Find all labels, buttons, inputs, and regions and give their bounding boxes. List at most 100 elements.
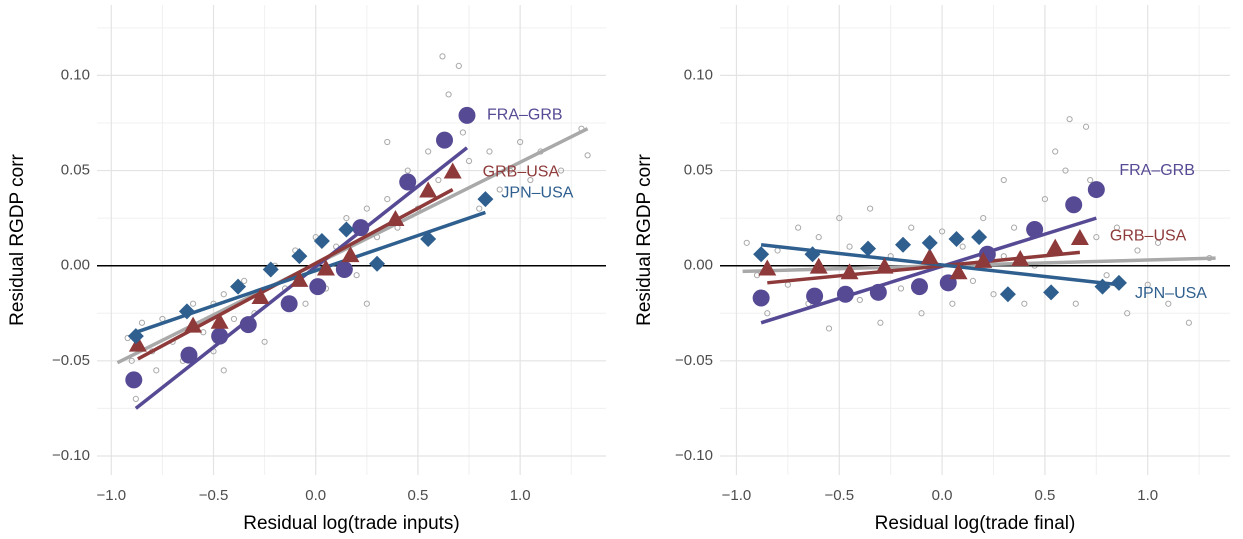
x-tick-label: 0.0 <box>305 487 326 504</box>
point <box>262 261 279 278</box>
point <box>1110 274 1127 291</box>
point <box>436 131 454 149</box>
point <box>949 300 956 307</box>
x-tick-label: −1.0 <box>722 487 752 504</box>
point <box>840 263 859 280</box>
point <box>795 224 802 231</box>
series-label: GRB–USA <box>483 164 560 181</box>
point <box>458 106 476 124</box>
point <box>1026 221 1044 239</box>
x-tick-label: 0.0 <box>932 487 953 504</box>
x-axis-title: Residual log(trade inputs) <box>243 513 460 534</box>
point <box>1082 123 1090 130</box>
point <box>856 296 863 304</box>
point <box>1165 300 1172 307</box>
point <box>486 148 493 155</box>
y-tick-label: −0.05 <box>52 352 90 369</box>
point <box>384 138 391 146</box>
y-tick-label: 0.10 <box>684 66 713 83</box>
point <box>752 289 770 307</box>
point <box>363 205 370 212</box>
point <box>210 312 229 329</box>
point <box>184 316 203 333</box>
point <box>815 234 822 241</box>
point <box>1154 239 1162 246</box>
point <box>496 186 503 193</box>
point <box>127 328 144 345</box>
point <box>836 215 843 222</box>
point <box>1185 319 1192 326</box>
point <box>1062 167 1069 174</box>
point <box>1134 247 1141 254</box>
point <box>439 53 446 60</box>
point <box>920 248 939 265</box>
point <box>806 287 824 305</box>
y-tick-label: 0.05 <box>61 162 90 179</box>
point <box>743 239 750 246</box>
point <box>897 285 905 292</box>
point <box>476 205 483 212</box>
y-tick-label: 0.10 <box>61 66 90 83</box>
point <box>1010 224 1018 231</box>
y-tick-label: −0.10 <box>675 447 713 464</box>
point <box>980 215 987 222</box>
point <box>557 167 565 174</box>
point <box>758 259 777 276</box>
point <box>1087 176 1094 184</box>
x-tick-label: 0.5 <box>408 487 429 504</box>
point <box>335 260 353 278</box>
point <box>1070 229 1089 246</box>
y-tick-label: −0.05 <box>675 352 713 369</box>
point <box>445 91 452 98</box>
point <box>971 229 988 246</box>
point <box>918 310 925 317</box>
point <box>420 231 437 248</box>
point <box>338 221 355 238</box>
y-tick-label: 0.00 <box>61 257 90 274</box>
point <box>895 236 912 253</box>
point <box>290 270 309 287</box>
series-label: FRA–GRB <box>1119 162 1195 179</box>
point <box>261 338 268 345</box>
point <box>153 367 160 374</box>
point <box>435 176 442 184</box>
point <box>1066 116 1073 123</box>
y-tick-label: 0.00 <box>684 257 713 274</box>
point <box>425 148 432 155</box>
point <box>132 395 139 402</box>
point <box>128 335 147 352</box>
point <box>178 303 195 320</box>
point <box>230 278 247 295</box>
point <box>1043 284 1060 301</box>
point <box>1124 310 1131 317</box>
point <box>239 316 257 334</box>
fit-line <box>137 188 454 361</box>
point <box>230 315 238 323</box>
point <box>404 167 411 174</box>
point <box>1093 234 1100 241</box>
point <box>316 259 335 276</box>
point <box>455 62 462 69</box>
point <box>465 157 473 165</box>
point <box>313 232 330 249</box>
point <box>1021 300 1028 307</box>
point <box>1103 272 1110 279</box>
x-axis-title: Residual log(trade final) <box>875 513 1076 534</box>
point <box>241 277 248 285</box>
point <box>1144 281 1151 288</box>
point <box>353 272 360 279</box>
y-tick-label: 0.05 <box>684 162 713 179</box>
y-axis-title: Residual RGDP corr <box>634 153 655 325</box>
point <box>477 191 494 208</box>
point <box>1094 278 1111 295</box>
point <box>386 210 405 227</box>
point <box>251 288 270 305</box>
y-axis-title: Residual RGDP corr <box>7 153 28 325</box>
point <box>846 243 853 250</box>
point <box>211 327 229 345</box>
point <box>974 251 993 268</box>
fit-line <box>760 243 1120 287</box>
point <box>128 357 135 364</box>
